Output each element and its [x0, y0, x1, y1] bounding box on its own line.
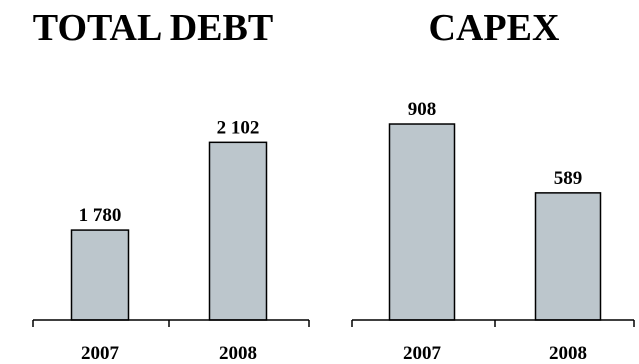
total-debt-category-label-2008: 2008	[219, 343, 257, 364]
total-debt-chart: TOTAL DEBT 1 780 2007 2 102 2008	[32, 7, 310, 364]
capex-bar-2007	[388, 123, 456, 321]
total-debt-title: TOTAL DEBT	[33, 7, 273, 49]
total-debt-category-label-2007: 2007	[81, 343, 120, 364]
capex-data-label-2007: 908	[408, 99, 437, 120]
capex-category-label-2007: 2007	[403, 343, 442, 364]
capex-data-label-2008: 589	[554, 168, 583, 189]
total-debt-data-label-2008: 2 102	[217, 117, 260, 138]
total-debt-bar-2008	[208, 141, 268, 321]
capex-chart: CAPEX 908 2007 589 2008	[351, 7, 635, 364]
capex-bar-2008	[534, 192, 602, 321]
total-debt-data-label-2007: 1 780	[79, 205, 122, 226]
capex-title: CAPEX	[429, 7, 560, 49]
total-debt-bar-2007	[70, 229, 130, 321]
capex-category-label-2008: 2008	[549, 343, 587, 364]
